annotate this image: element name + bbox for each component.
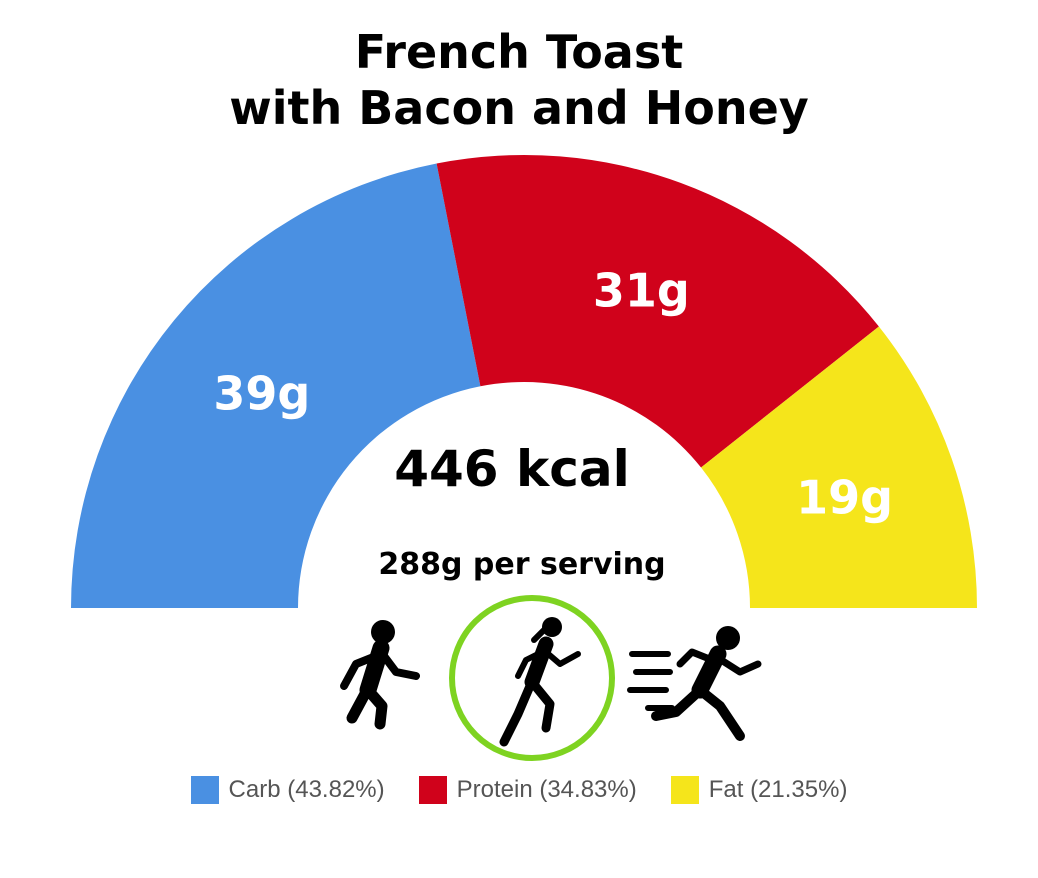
slice-label-protein: 31g bbox=[593, 263, 690, 317]
title-line-1: French Toast bbox=[354, 25, 684, 79]
legend-item-protein: Protein (34.83%) bbox=[418, 776, 637, 804]
slices-group bbox=[71, 155, 977, 608]
running-woman-icon bbox=[499, 617, 581, 747]
activity-selected-ring bbox=[449, 595, 615, 761]
chart-legend: Carb (43.82%) Protein (34.83%) Fat (21.35%… bbox=[0, 776, 1038, 804]
slice-protein bbox=[436, 155, 879, 468]
legend-label-fat: Fat (21.35%) bbox=[708, 776, 848, 803]
title-line-2: with Bacon and Honey bbox=[229, 81, 809, 135]
legend-swatch-carb bbox=[190, 776, 219, 804]
slice-carb bbox=[71, 163, 481, 608]
legend-swatch-fat bbox=[670, 776, 699, 804]
legend-item-fat: Fat (21.35%) bbox=[670, 776, 848, 804]
slice-fat bbox=[701, 326, 977, 608]
calories-label: 446 kcal bbox=[394, 440, 630, 498]
walking-person-icon bbox=[340, 620, 420, 730]
legend-swatch-protein bbox=[418, 776, 447, 804]
serving-label: 288g per serving bbox=[378, 547, 665, 582]
sprinting-person-icon bbox=[627, 626, 762, 741]
slice-label-carb: 39g bbox=[213, 366, 310, 420]
slice-label-fat: 19g bbox=[796, 470, 893, 524]
slice-labels-group: 39g 31g 19g bbox=[213, 263, 893, 524]
legend-label-carb: Carb (43.82%) bbox=[228, 776, 385, 803]
chart-title: French Toast with Bacon and Honey bbox=[0, 24, 1038, 136]
legend-label-protein: Protein (34.83%) bbox=[456, 776, 637, 803]
legend-item-carb: Carb (43.82%) bbox=[190, 776, 385, 804]
